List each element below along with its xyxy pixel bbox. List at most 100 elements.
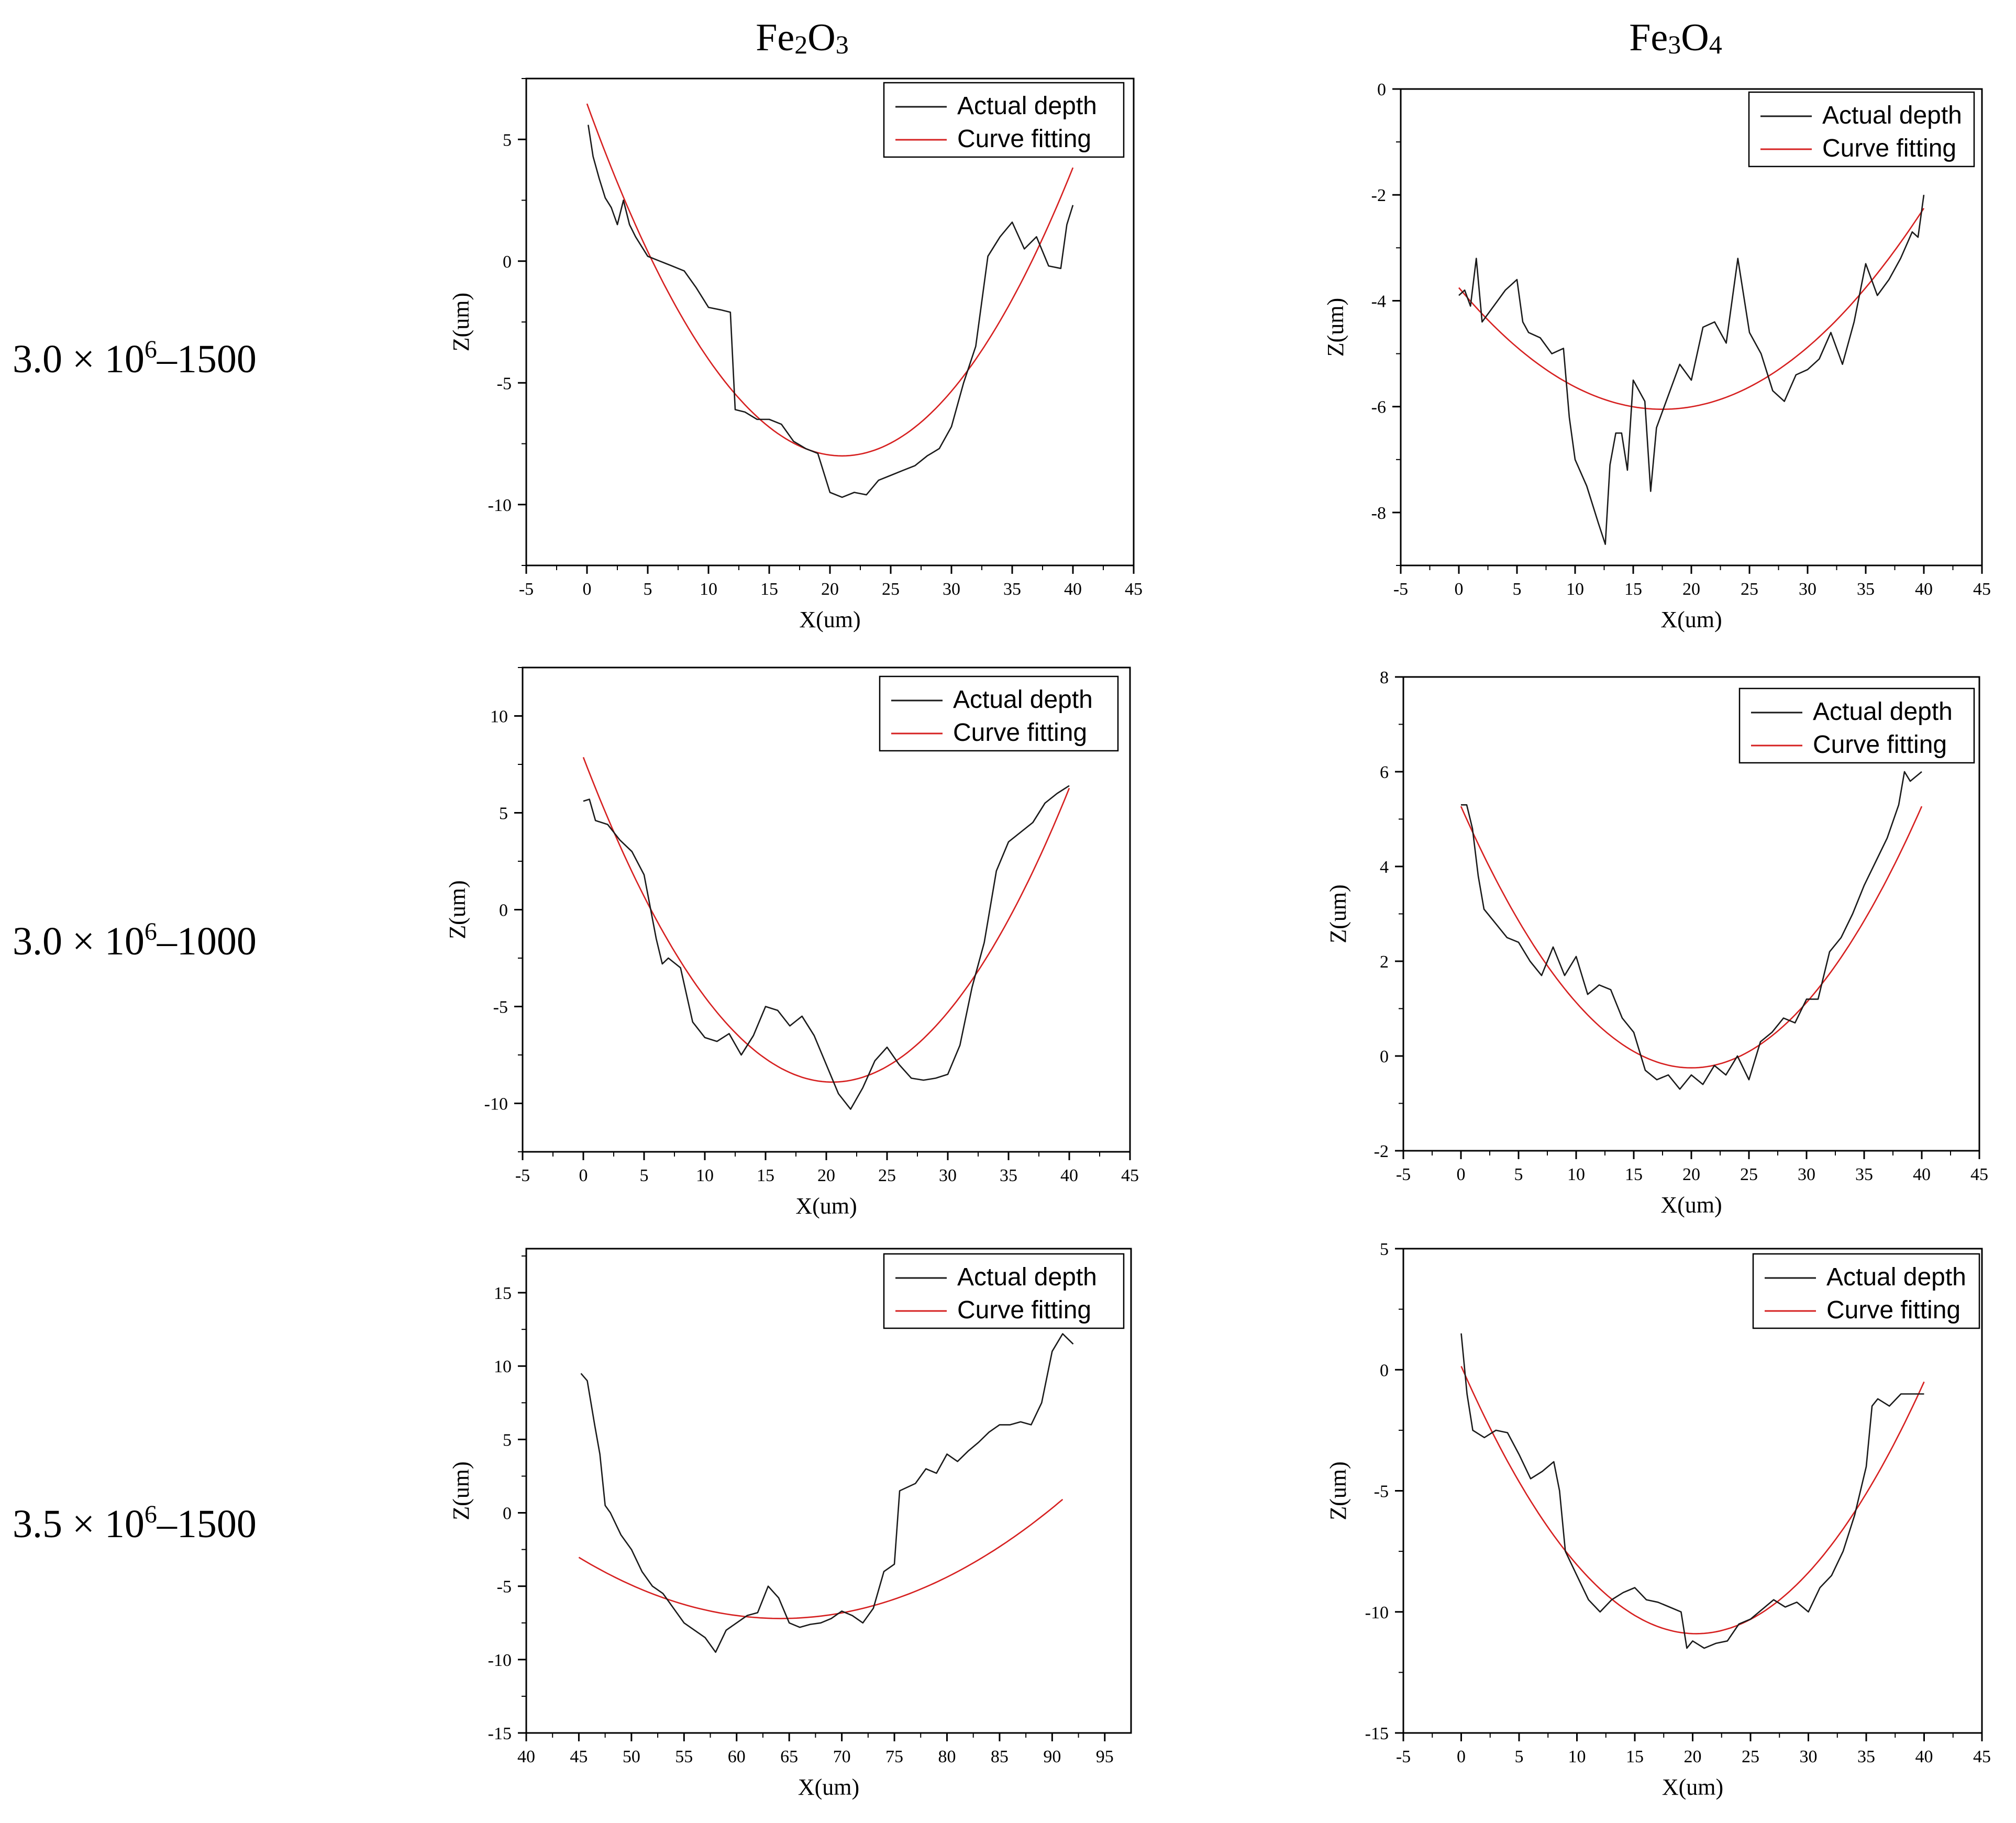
x-tick-label: 55 — [675, 1747, 693, 1766]
series-curve-fitting — [578, 1498, 1064, 1619]
x-tick-label: 30 — [939, 1166, 957, 1185]
x-tick-label: 25 — [878, 1166, 896, 1185]
y-tick-label: 0 — [499, 901, 508, 920]
y-tick-label: 5 — [499, 804, 508, 824]
y-tick-label: 4 — [1380, 858, 1389, 877]
x-tick-label: 0 — [1457, 1747, 1466, 1766]
y-tick-label: 0 — [1380, 1047, 1389, 1066]
y-tick-label: -8 — [1371, 504, 1386, 523]
x-tick-label: 70 — [833, 1747, 851, 1766]
legend-label-fit: Curve fitting — [953, 719, 1087, 747]
y-tick-label: 10 — [494, 1357, 512, 1376]
legend-label-fit: Curve fitting — [1822, 135, 1956, 162]
x-tick-label: 15 — [1625, 1165, 1643, 1184]
x-tick-label: 10 — [1566, 580, 1584, 599]
legend-label-actual: Actual depth — [957, 92, 1097, 120]
x-tick-label: 35 — [1003, 580, 1021, 599]
y-tick-label: -10 — [484, 1095, 508, 1114]
x-tick-label: 75 — [885, 1747, 903, 1766]
series-actual-depth — [580, 1333, 1074, 1653]
x-tick-label: -5 — [519, 580, 534, 599]
x-tick-label: 95 — [1096, 1747, 1114, 1766]
x-tick-label: 25 — [1741, 580, 1758, 599]
x-tick-label: 10 — [696, 1166, 714, 1185]
y-tick-label: -5 — [497, 374, 512, 393]
x-tick-label: 45 — [1973, 580, 1991, 599]
x-axis-label: X(um) — [1660, 607, 1722, 632]
series-actual-depth — [1458, 195, 1925, 545]
y-axis-label: Z(um) — [448, 1461, 474, 1520]
legend: Actual depth Curve fitting — [1752, 1253, 1980, 1329]
x-tick-label: -5 — [1396, 1747, 1411, 1766]
y-tick-label: -15 — [1365, 1724, 1389, 1743]
y-tick-label: 5 — [503, 130, 512, 150]
row-header-3: 3.5 × 106–1500 — [13, 1500, 257, 1546]
y-axis-label: Z(um) — [445, 880, 470, 939]
y-tick-label: 5 — [503, 1430, 512, 1450]
y-axis-label: Z(um) — [1325, 884, 1351, 943]
y-axis-label: Z(um) — [448, 293, 474, 351]
series-curve-fitting — [1458, 208, 1925, 410]
y-tick-label: -6 — [1371, 398, 1386, 417]
plot-frame — [525, 1248, 1132, 1734]
x-tick-label: 65 — [780, 1747, 798, 1766]
x-tick-label: 80 — [938, 1747, 956, 1766]
series-curve-fitting — [586, 103, 1074, 457]
x-tick-label: 10 — [1568, 1747, 1586, 1766]
x-axis-label: X(um) — [799, 607, 860, 632]
legend-box — [883, 1253, 1125, 1329]
x-tick-label: 30 — [1800, 1747, 1818, 1766]
x-tick-label: -5 — [1393, 580, 1408, 599]
x-tick-label: -5 — [1396, 1165, 1411, 1184]
legend: Actual depth Curve fitting — [883, 82, 1125, 158]
x-tick-label: 15 — [1624, 580, 1642, 599]
legend-box — [1748, 91, 1975, 168]
x-tick-label: 90 — [1043, 1747, 1061, 1766]
x-tick-label: -5 — [515, 1166, 530, 1185]
x-tick-label: 35 — [1857, 1747, 1875, 1766]
y-tick-label: -10 — [488, 496, 512, 515]
x-tick-label: 25 — [1742, 1747, 1759, 1766]
y-axis-label: Z(um) — [1325, 1461, 1351, 1520]
y-tick-label: -4 — [1371, 292, 1386, 311]
series-curve-fitting — [1460, 806, 1923, 1069]
legend-box — [879, 675, 1119, 752]
legend-label-fit: Curve fitting — [1826, 1296, 1960, 1324]
x-axis-label: X(um) — [1660, 1192, 1722, 1218]
x-tick-label: 0 — [579, 1166, 588, 1185]
x-tick-label: 5 — [644, 580, 652, 599]
x-tick-label: 50 — [623, 1747, 640, 1766]
legend-label-actual: Actual depth — [1826, 1263, 1966, 1291]
x-tick-label: 40 — [1915, 1747, 1933, 1766]
x-tick-label: 35 — [1000, 1166, 1017, 1185]
y-tick-label: -5 — [493, 998, 508, 1017]
y-tick-label: 0 — [503, 1504, 512, 1524]
y-tick-label: 15 — [494, 1284, 512, 1303]
x-tick-label: 40 — [1915, 580, 1933, 599]
legend-box — [883, 82, 1125, 158]
y-tick-label: 0 — [1380, 1361, 1389, 1380]
x-tick-label: 45 — [1973, 1747, 1991, 1766]
series-actual-depth — [1460, 1333, 1924, 1649]
x-tick-label: 5 — [640, 1166, 649, 1185]
y-tick-label: -15 — [488, 1724, 512, 1743]
legend-label-fit: Curve fitting — [957, 125, 1091, 153]
x-tick-label: 20 — [1684, 1747, 1702, 1766]
x-axis-label: X(um) — [1662, 1774, 1723, 1800]
x-tick-label: 15 — [760, 580, 778, 599]
y-tick-label: 0 — [1377, 80, 1386, 99]
row-header-2: 3.0 × 106–1000 — [13, 918, 257, 963]
x-tick-label: 20 — [821, 580, 839, 599]
y-tick-label: 10 — [490, 707, 508, 727]
x-tick-label: 10 — [700, 580, 717, 599]
x-tick-label: 85 — [991, 1747, 1009, 1766]
y-tick-label: -5 — [497, 1577, 512, 1597]
x-tick-label: 45 — [570, 1747, 588, 1766]
legend: Actual depth Curve fitting — [883, 1253, 1125, 1329]
y-tick-label: -2 — [1374, 1142, 1389, 1161]
legend-label-actual: Actual depth — [957, 1263, 1097, 1291]
